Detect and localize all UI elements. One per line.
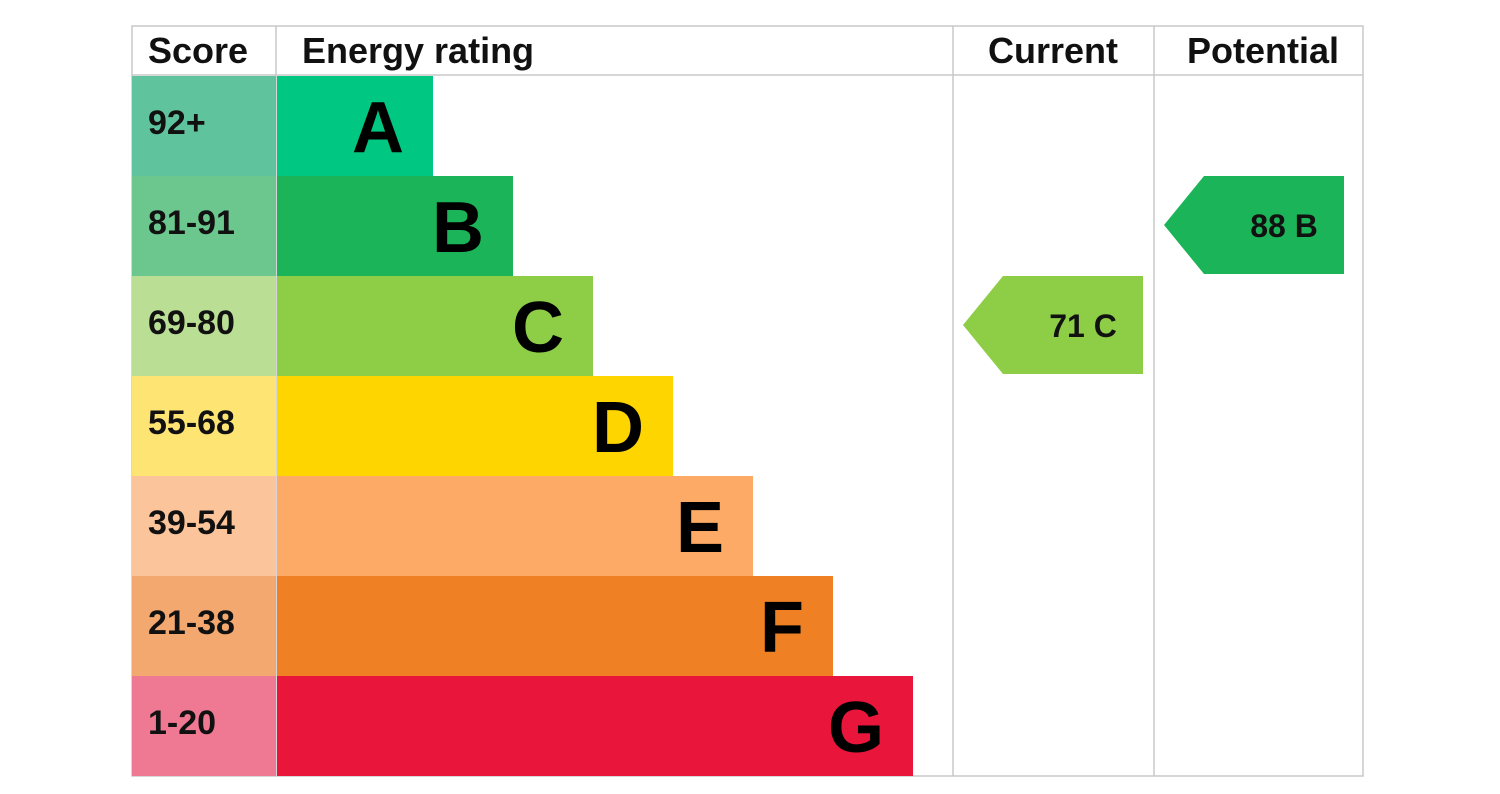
score-label-f: 21-38 bbox=[148, 604, 235, 642]
rating-bar-f bbox=[277, 576, 833, 676]
potential-rating-arrow bbox=[1164, 176, 1344, 274]
rating-letter-e: E bbox=[676, 488, 724, 568]
rating-bar-c bbox=[277, 276, 593, 376]
score-label-b: 81-91 bbox=[148, 204, 235, 242]
rating-letter-f: F bbox=[760, 588, 804, 668]
header-row: Score Energy rating Current Potential bbox=[148, 30, 1339, 71]
score-cell-d bbox=[132, 376, 276, 476]
score-cell-a bbox=[132, 76, 276, 176]
score-cell-f bbox=[132, 576, 276, 676]
score-cell-b bbox=[132, 176, 276, 276]
rating-arrows: 71 C 88 B bbox=[963, 176, 1344, 374]
rating-bar-d bbox=[277, 376, 673, 476]
score-cell-e bbox=[132, 476, 276, 576]
rating-letter-c: C bbox=[512, 288, 564, 368]
header-score: Score bbox=[148, 30, 248, 71]
rating-bands: 92+ A 81-91 B 69-80 C 55-68 D 39-54 E 21-38 F 1-20 G bbox=[132, 76, 913, 776]
score-label-e: 39-54 bbox=[148, 504, 235, 542]
score-label-a: 92+ bbox=[148, 104, 206, 142]
score-cell-g bbox=[132, 676, 276, 776]
rating-bar-a bbox=[277, 76, 433, 176]
header-potential: Potential bbox=[1187, 30, 1339, 71]
rating-letter-g: G bbox=[828, 688, 884, 768]
score-label-d: 55-68 bbox=[148, 404, 235, 442]
current-rating-arrow bbox=[963, 276, 1143, 374]
score-cell-c bbox=[132, 276, 276, 376]
score-label-c: 69-80 bbox=[148, 304, 235, 342]
header-current: Current bbox=[988, 30, 1118, 71]
rating-letter-b: B bbox=[432, 188, 484, 268]
rating-bar-b bbox=[277, 176, 513, 276]
rating-letter-a: A bbox=[352, 88, 404, 168]
score-label-g: 1-20 bbox=[148, 704, 216, 742]
header-energy-rating: Energy rating bbox=[302, 30, 534, 71]
rating-bar-g bbox=[277, 676, 913, 776]
rating-bar-e bbox=[277, 476, 753, 576]
current-rating-label: 71 C bbox=[1049, 308, 1117, 344]
potential-rating-label: 88 B bbox=[1250, 208, 1318, 244]
rating-letter-d: D bbox=[592, 388, 644, 468]
